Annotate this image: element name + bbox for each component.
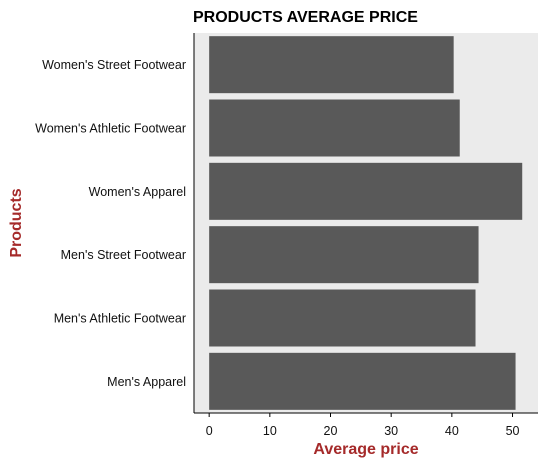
y-axis-label: Products bbox=[8, 188, 25, 257]
bar bbox=[209, 36, 454, 94]
x-tick-label: 40 bbox=[445, 424, 459, 438]
x-tick-label: 0 bbox=[206, 424, 213, 438]
plot-panel bbox=[194, 33, 538, 413]
x-axis-label: Average price bbox=[313, 441, 418, 458]
y-tick-label: Women's Athletic Footwear bbox=[35, 122, 186, 136]
y-tick-label: Men's Athletic Footwear bbox=[54, 312, 186, 326]
bar bbox=[209, 99, 460, 157]
y-tick-label: Women's Street Footwear bbox=[42, 58, 186, 72]
x-ticks-group: 0 10 20 30 40 50 bbox=[206, 413, 520, 438]
x-tick-label: 10 bbox=[263, 424, 277, 438]
chart-title: PRODUCTS AVERAGE PRICE bbox=[193, 9, 418, 26]
y-tick-labels: Women's Street Footwear Women's Athletic … bbox=[35, 58, 186, 389]
y-tick-label: Men's Apparel bbox=[107, 375, 186, 389]
x-tick-label: 20 bbox=[324, 424, 338, 438]
bar bbox=[209, 162, 523, 220]
x-tick-label: 30 bbox=[384, 424, 398, 438]
y-tick-label: Men's Street Footwear bbox=[61, 248, 186, 262]
x-tick-label: 50 bbox=[506, 424, 520, 438]
bar bbox=[209, 289, 476, 347]
bar bbox=[209, 226, 479, 284]
bars-group bbox=[209, 36, 523, 410]
bar bbox=[209, 352, 516, 410]
y-tick-label: Women's Apparel bbox=[89, 185, 186, 199]
